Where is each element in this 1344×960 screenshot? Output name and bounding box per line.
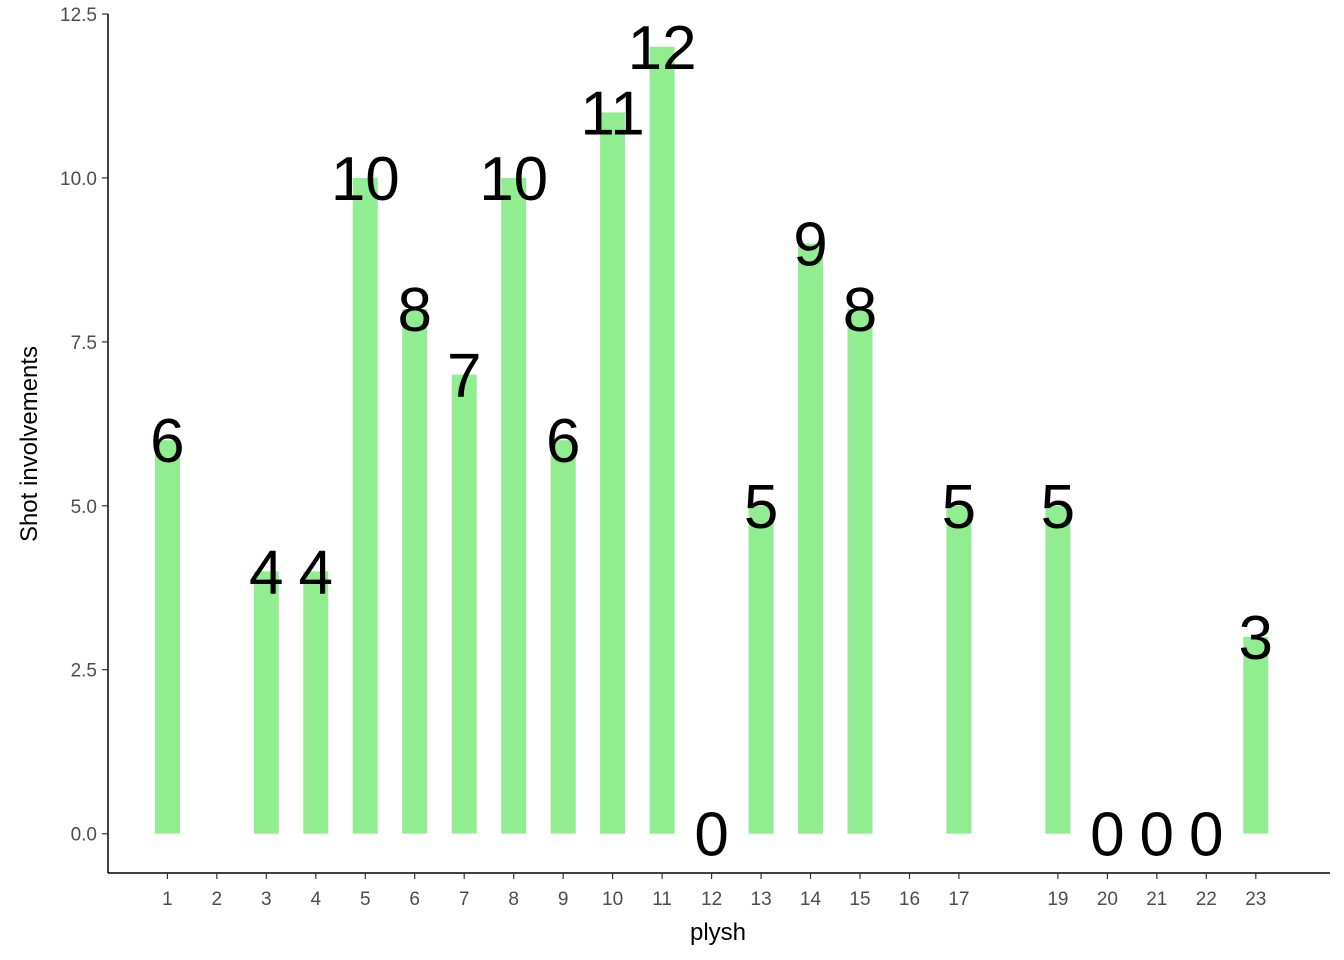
- y-tick-label-10.0: 10.0: [60, 169, 97, 190]
- x-tick-label-6: 6: [409, 889, 420, 910]
- x-tick-label-4: 4: [311, 889, 322, 910]
- data-label-4: 4: [299, 538, 333, 607]
- bar-1: [154, 440, 180, 834]
- x-tick-label-23: 23: [1245, 889, 1266, 910]
- data-label-5: 10: [331, 145, 400, 214]
- bar-10: [600, 112, 626, 834]
- bar-14: [798, 243, 823, 834]
- data-label-15: 8: [843, 276, 877, 345]
- data-label-6: 8: [397, 276, 431, 345]
- x-tick-label-22: 22: [1196, 889, 1217, 910]
- x-tick-label-3: 3: [261, 889, 272, 910]
- bar-9: [550, 440, 576, 834]
- x-tick-label-5: 5: [360, 889, 371, 910]
- bar-4: [303, 571, 329, 834]
- data-label-7: 7: [447, 342, 481, 411]
- x-tick-label-2: 2: [212, 889, 223, 910]
- x-tick-label-7: 7: [459, 889, 470, 910]
- y-tick-label-12.5: 12.5: [60, 5, 97, 26]
- data-label-11: 12: [628, 14, 697, 83]
- data-label-9: 6: [546, 407, 580, 476]
- data-label-17: 5: [942, 473, 976, 542]
- x-tick-label-14: 14: [800, 889, 822, 910]
- y-tick-label-2.5: 2.5: [71, 661, 97, 682]
- x-tick-label-17: 17: [948, 889, 969, 910]
- bars-group: [154, 46, 1269, 834]
- bar-15: [847, 309, 873, 834]
- x-tick-label-12: 12: [701, 889, 722, 910]
- x-axis-title: plysh: [690, 919, 746, 946]
- data-label-19: 5: [1041, 473, 1075, 542]
- bar-3: [253, 571, 279, 834]
- bar-19: [1045, 505, 1071, 834]
- bar-5: [352, 177, 378, 834]
- data-label-21: 0: [1140, 801, 1174, 870]
- x-tick-label-21: 21: [1146, 889, 1167, 910]
- x-tick-label-15: 15: [849, 889, 870, 910]
- x-tick-label-16: 16: [899, 889, 920, 910]
- x-tick-label-11: 11: [652, 889, 672, 910]
- bar-13: [748, 505, 774, 834]
- x-tick-label-20: 20: [1097, 889, 1118, 910]
- bar-6: [402, 309, 428, 834]
- x-tick-label-8: 8: [508, 889, 519, 910]
- data-label-14: 9: [793, 211, 827, 280]
- y-tick-label-0.0: 0.0: [71, 825, 97, 846]
- bar-11: [649, 46, 675, 834]
- bar-17: [946, 505, 972, 834]
- y-tick-label-7.5: 7.5: [71, 333, 97, 354]
- x-tick-label-1: 1: [162, 889, 173, 910]
- data-label-23: 3: [1239, 604, 1273, 673]
- bar-8: [501, 177, 527, 834]
- data-label-10: 11: [580, 79, 644, 148]
- data-label-8: 10: [479, 145, 548, 214]
- x-tick-label-13: 13: [751, 889, 772, 910]
- data-label-13: 5: [744, 473, 778, 542]
- y-axis-ticks: 0.0 2.5 5.0 7.5 10.0 12.5: [60, 5, 108, 846]
- x-tick-label-10: 10: [602, 889, 623, 910]
- y-tick-label-5.0: 5.0: [71, 497, 97, 518]
- y-axis-title: Shot involvements: [16, 346, 43, 542]
- x-tick-label-9: 9: [558, 889, 569, 910]
- bar-7: [451, 374, 477, 834]
- x-axis-ticks: 1 2 3 4 5 6 7 8 9 10 11 12 13 14 15 16 17 19 20 21 22 23: [162, 873, 1266, 910]
- data-label-1: 6: [150, 407, 184, 476]
- data-label-12: 0: [694, 801, 728, 870]
- bar-23: [1243, 636, 1269, 834]
- data-label-22: 0: [1189, 801, 1223, 870]
- data-label-3: 4: [249, 538, 283, 607]
- x-tick-label-19: 19: [1047, 889, 1068, 910]
- data-label-20: 0: [1090, 801, 1124, 870]
